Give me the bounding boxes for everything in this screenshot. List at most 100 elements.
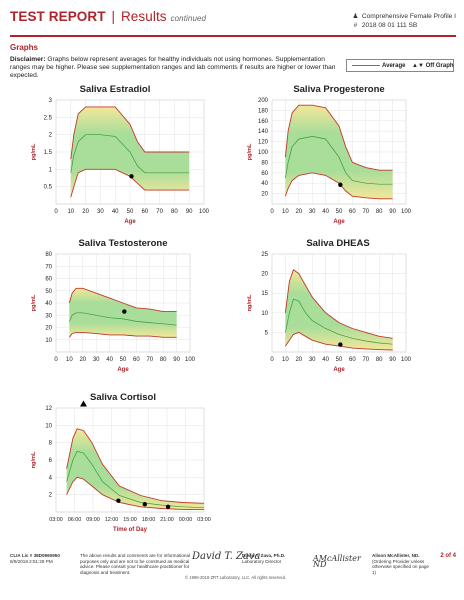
chart-legend: Average ▲▼ Off Graph xyxy=(346,59,454,72)
y-tick-label: 80 xyxy=(45,252,52,258)
hash-icon: # xyxy=(353,22,358,29)
x-tick-label: 90 xyxy=(389,357,396,363)
disclaimer-label: Disclaimer: xyxy=(10,56,46,63)
x-tick-label: 20 xyxy=(82,209,89,215)
header-meta: ♟ Comprehensive Female Profile I # 2018 … xyxy=(351,12,457,30)
result-point xyxy=(338,182,343,187)
x-tick-label: 00:00 xyxy=(179,517,193,523)
y-axis-label: pg/mL xyxy=(247,143,253,160)
x-tick-label: 70 xyxy=(362,209,369,215)
y-tick-label: 60 xyxy=(261,171,268,177)
chart-panel-3: Saliva Testosterone 0 10 20 30 40 50 60 70 80 90 10… xyxy=(31,238,196,373)
y-axis-label: ng/mL xyxy=(247,294,253,311)
chart-title: Saliva Cortisol xyxy=(90,392,156,403)
y-tick-label: 20 xyxy=(45,326,52,332)
y-tick-label: 5 xyxy=(265,330,269,336)
legend-offgraph: ▲▼ Off Graph xyxy=(412,63,454,69)
y-axis-label: pg/mL xyxy=(31,294,37,311)
director-name: David T. Zava, Ph.D. xyxy=(242,553,286,558)
y-tick-label: 8 xyxy=(49,441,53,447)
y-tick-label: 200 xyxy=(258,98,269,104)
x-tick-label: 12:00 xyxy=(105,517,119,523)
x-axis-label: Age xyxy=(333,219,345,225)
y-tick-label: 2.5 xyxy=(44,115,53,121)
result-point xyxy=(142,502,147,507)
y-axis-label: pg/mL xyxy=(31,143,37,160)
x-tick-label: 09:00 xyxy=(86,517,100,523)
header-rule xyxy=(10,35,456,37)
x-tick-label: 50 xyxy=(336,357,343,363)
report-title: TEST REPORT | Results continued xyxy=(10,9,206,24)
director-title: Laboratory Director xyxy=(242,558,282,564)
x-axis-label: Age xyxy=(333,367,345,373)
x-tick-label: 60 xyxy=(349,209,356,215)
x-tick-label: 18:00 xyxy=(142,517,156,523)
x-axis-label: Age xyxy=(124,219,136,225)
x-tick-label: 50 xyxy=(336,209,343,215)
x-tick-label: 10 xyxy=(67,209,74,215)
result-point xyxy=(116,498,121,503)
y-tick-label: 2 xyxy=(49,133,53,139)
y-tick-label: 25 xyxy=(261,252,268,258)
average-line xyxy=(285,136,393,185)
y-tick-label: 70 xyxy=(45,264,52,270)
footer-disclaimer: The above results and comments are for i… xyxy=(80,553,191,575)
y-tick-label: 10 xyxy=(45,423,52,429)
x-axis-label: Time of Day xyxy=(113,527,148,533)
y-tick-label: 3 xyxy=(49,98,53,104)
x-tick-label: 40 xyxy=(106,357,113,363)
reference-band xyxy=(285,105,393,199)
disclaimer: Disclaimer: Graphs below represent avera… xyxy=(10,56,340,81)
x-tick-label: 50 xyxy=(120,357,127,363)
x-tick-label: 60 xyxy=(349,357,356,363)
footer-clia: CLIA Lic # 38D0960950 8/9/2018 2:51:29 P… xyxy=(10,553,68,564)
upper-limit-line xyxy=(66,428,205,504)
y-tick-label: 10 xyxy=(45,338,52,344)
x-tick-label: 70 xyxy=(156,209,163,215)
x-tick-label: 10 xyxy=(66,357,73,363)
upper-limit-line xyxy=(284,104,393,171)
x-tick-label: 06:00 xyxy=(68,517,82,523)
x-tick-label: 40 xyxy=(322,209,329,215)
x-tick-label: 60 xyxy=(141,209,148,215)
upper-limit-line xyxy=(284,268,393,339)
y-tick-label: 4 xyxy=(49,475,53,481)
director-signature: David T. Zava xyxy=(192,551,261,562)
y-tick-label: 80 xyxy=(261,160,268,166)
chart-panel-5: Saliva Cortisol 03:00 06:00 09:00 12:00 15:00… xyxy=(31,392,211,533)
report-header: TEST REPORT | Results continued ♟ Compre… xyxy=(10,8,456,34)
x-tick-label: 70 xyxy=(146,357,153,363)
upper-limit-line xyxy=(68,287,177,313)
x-tick-label: 10 xyxy=(282,209,289,215)
x-tick-label: 30 xyxy=(309,209,316,215)
chart-panel-4: Saliva DHEAS 0 10 20 30 40 50 60 70 80 90 100 5 10 15 2… xyxy=(247,238,412,373)
chart-title: Saliva Estradiol xyxy=(80,84,151,95)
y-tick-label: 180 xyxy=(258,108,269,114)
provider-name: Alison McAllister, ND. xyxy=(372,553,420,558)
x-tick-label: 21:00 xyxy=(160,517,174,523)
lower-limit-line xyxy=(69,331,177,338)
legend-average-line xyxy=(352,65,380,66)
x-tick-label: 70 xyxy=(362,357,369,363)
x-tick-label: 30 xyxy=(309,357,316,363)
result-point xyxy=(338,342,343,347)
x-axis-label: Age xyxy=(117,367,129,373)
x-tick-label: 40 xyxy=(112,209,119,215)
x-tick-label: 80 xyxy=(160,357,167,363)
chart-title: Saliva Testosterone xyxy=(78,238,167,249)
y-tick-label: 6 xyxy=(49,458,53,464)
x-tick-label: 0 xyxy=(270,357,274,363)
chart-title: Saliva Progesterone xyxy=(293,84,384,95)
y-tick-label: 0.5 xyxy=(44,185,53,191)
x-tick-label: 03:00 xyxy=(49,517,63,523)
x-tick-label: 100 xyxy=(185,357,196,363)
x-tick-label: 15:00 xyxy=(123,517,137,523)
lower-limit-line xyxy=(70,168,190,198)
result-point xyxy=(165,504,171,509)
title-continued: continued xyxy=(170,14,207,23)
average-line xyxy=(70,134,190,174)
y-tick-label: 1 xyxy=(49,167,53,173)
y-tick-label: 10 xyxy=(261,311,268,317)
chart-panel-2: Saliva Progesterone 0 10 20 30 40 50 60 70 80 90 10… xyxy=(247,84,412,225)
y-tick-label: 1.5 xyxy=(44,150,53,156)
